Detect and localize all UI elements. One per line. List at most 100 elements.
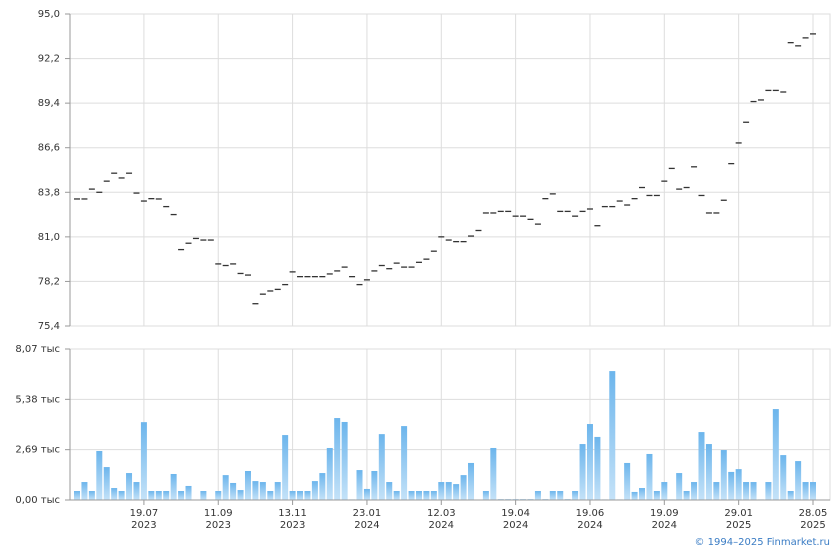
- footer: © 1994–2025 Finmarket.ru: [694, 537, 830, 548]
- volume-bar: [155, 491, 162, 500]
- volume-bar: [88, 491, 95, 500]
- volume-bar: [468, 462, 475, 500]
- volume-bar: [259, 482, 266, 500]
- volume-bar: [572, 491, 579, 500]
- volume-bar: [252, 481, 259, 500]
- volume-bar: [735, 469, 742, 500]
- volume-bar: [780, 455, 787, 500]
- volume-bar: [148, 491, 155, 500]
- volume-bar: [200, 491, 207, 500]
- volume-bar: [408, 491, 415, 500]
- volume-bar: [363, 488, 370, 500]
- y-tick-label: 5,38 тыс: [15, 394, 60, 405]
- volume-bar: [126, 473, 133, 500]
- x-tick-label: 19.04 2024: [501, 508, 530, 531]
- volume-bar: [438, 482, 445, 500]
- volume-bar: [244, 470, 251, 500]
- volume-bar: [661, 482, 668, 500]
- volume-bar: [534, 491, 541, 500]
- volume-bar: [802, 482, 809, 500]
- plot-area: [69, 13, 831, 327]
- volume-bar: [163, 491, 170, 500]
- volume-bar: [750, 482, 757, 500]
- volume-bar: [230, 482, 237, 500]
- volume-bar: [653, 491, 660, 500]
- volume-bar: [705, 444, 712, 500]
- volume-bar: [646, 453, 653, 500]
- volume-bar: [326, 447, 333, 500]
- volume-bar: [74, 491, 80, 500]
- volume-bar: [415, 491, 422, 500]
- volume-bar: [185, 485, 192, 500]
- volume-bar: [482, 491, 489, 500]
- volume-bar: [594, 436, 601, 500]
- volume-bar: [215, 491, 222, 500]
- volume-bar: [319, 473, 326, 500]
- y-tick-label: 75,4: [38, 321, 60, 332]
- volume-bar: [795, 461, 802, 500]
- volume-bar: [311, 481, 318, 500]
- volume-bar: [118, 491, 125, 500]
- volume-bar: [170, 473, 177, 500]
- y-tick-label: 78,2: [38, 276, 60, 287]
- x-tick-label: 23.01 2024: [353, 508, 382, 531]
- volume-bar: [713, 482, 720, 500]
- volume-bar: [133, 482, 140, 500]
- volume-bar: [111, 488, 118, 500]
- volume-bar: [490, 447, 497, 500]
- volume-bar: [356, 470, 363, 500]
- x-tick-label: 12.03 2024: [427, 508, 456, 531]
- volume-bar: [401, 426, 408, 500]
- volume-bar: [140, 422, 147, 500]
- y-tick-label: 86,6: [38, 143, 60, 154]
- volume-bar: [743, 482, 750, 500]
- volume-bar: [720, 450, 727, 500]
- x-tick-label: 29.01 2025: [724, 508, 753, 531]
- volume-bar: [586, 424, 593, 500]
- volume-bar: [430, 491, 437, 500]
- volume-bar: [691, 482, 698, 500]
- volume-bar: [772, 409, 779, 500]
- volume-bar: [445, 482, 452, 500]
- volume-bar: [371, 470, 378, 500]
- x-tick-label: 19.06 2024: [576, 508, 605, 531]
- volume-bar: [96, 450, 103, 500]
- volume-bar: [103, 467, 110, 500]
- volume-bar: [698, 432, 705, 500]
- volume-bar: [274, 482, 281, 500]
- x-tick-label: 13.11 2023: [278, 508, 307, 531]
- volume-bar: [549, 491, 556, 500]
- volume-bar: [631, 491, 638, 500]
- volume-bar: [304, 491, 311, 500]
- volume-bar: [460, 475, 467, 500]
- volume-bar: [579, 444, 586, 500]
- volume-bar: [289, 491, 296, 500]
- volume-bar: [810, 482, 816, 500]
- x-tick-label: 19.09 2024: [650, 508, 679, 531]
- volume-bar: [639, 488, 646, 500]
- y-tick-label: 92,2: [38, 54, 60, 65]
- volume-bar: [297, 491, 304, 500]
- y-tick-label: 83,8: [38, 187, 60, 198]
- x-tick-label: 28.05 2025: [799, 508, 828, 531]
- volume-bar: [282, 435, 289, 500]
- volume-bar: [334, 418, 341, 500]
- y-tick-label: 95,0: [38, 9, 60, 20]
- y-tick-label: 89,4: [38, 98, 60, 109]
- volume-bar: [765, 482, 772, 500]
- volume-bar: [393, 491, 400, 500]
- volume-bar: [683, 491, 690, 500]
- volume-bar: [267, 491, 274, 500]
- y-tick-label: 0,00 тыс: [15, 495, 60, 506]
- plot-area: [69, 348, 831, 501]
- volume-bar: [81, 482, 88, 500]
- y-tick-label: 81,0: [38, 232, 60, 243]
- x-tick-label: 11.09 2023: [204, 508, 233, 531]
- volume-bar: [341, 421, 348, 500]
- volume-bar: [787, 491, 794, 500]
- volume-bar: [453, 484, 460, 500]
- volume-bar: [386, 482, 393, 500]
- y-tick-label: 8,07 тыс: [15, 344, 60, 355]
- x-tick-label: 19.07 2023: [130, 508, 159, 531]
- volume-bar: [676, 473, 683, 500]
